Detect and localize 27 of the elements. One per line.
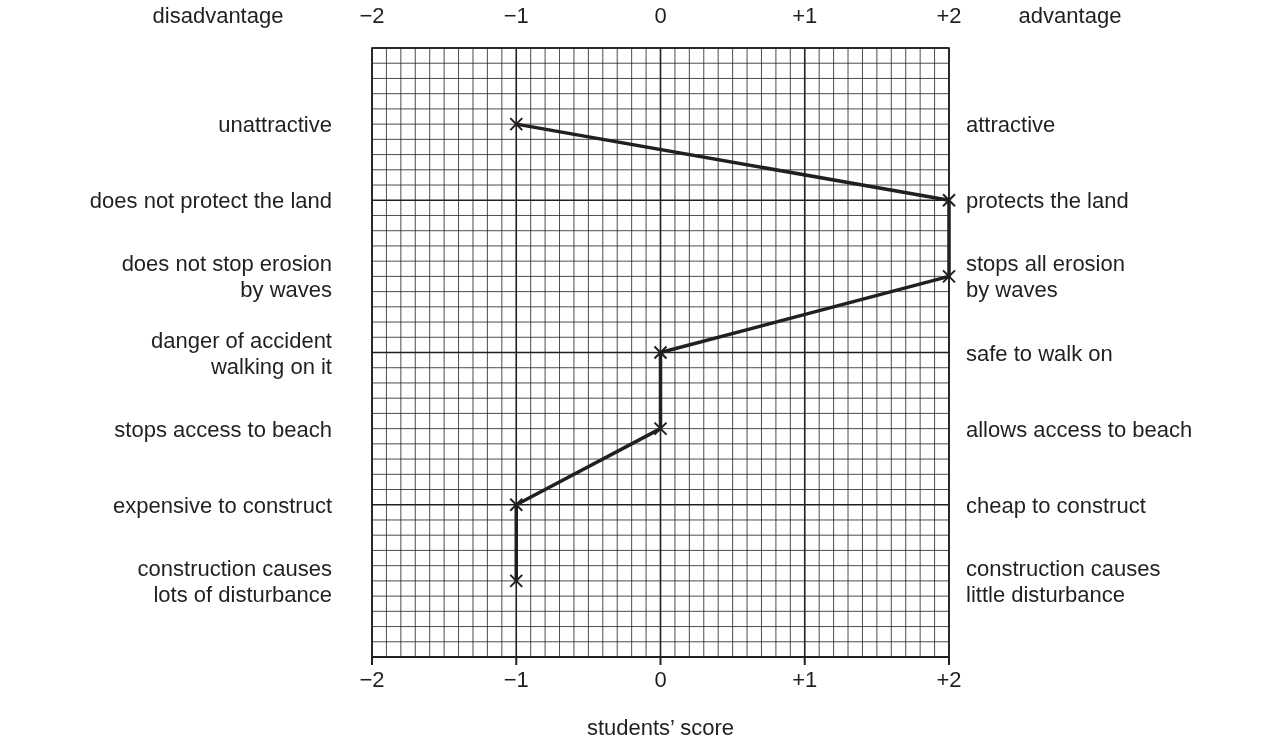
x2-tick-label: −1 [503, 3, 529, 28]
y-tick-label: danger of accident walking on it [150, 327, 332, 378]
y-tick-label: stops access to beach [114, 416, 332, 442]
x2-tick-label: +2 [936, 3, 962, 28]
y2-tick-label: construction causes little disturbance [966, 555, 1161, 607]
y-tick-label: construction causes lots of disturbance [137, 555, 332, 607]
y-tick-label: expensive to construct [113, 492, 332, 518]
x-tick-label: +2 [936, 667, 962, 692]
x-tick-label: −1 [503, 667, 529, 692]
text: disadvantage [152, 3, 284, 28]
x2-tick-label: +1 [792, 3, 818, 28]
y2-tick-label: safe to walk on [966, 340, 1113, 365]
x-tick-label: −2 [359, 667, 385, 692]
x-tick-label: +1 [792, 667, 818, 692]
x-axis-title: students’ score [586, 715, 735, 740]
y2-tick-label: allows access to beach [966, 416, 1193, 442]
y-tick-label: does not protect the land [89, 187, 332, 213]
y2-tick-label: cheap to construct [966, 492, 1146, 518]
x-tick-label: 0 [654, 667, 667, 692]
text: advantage [1018, 3, 1122, 28]
y2-tick-label: stops all erosion by waves [966, 250, 1125, 302]
y-tick-label: unattractive [218, 111, 332, 137]
y2-tick-label: attractive [966, 111, 1056, 137]
x2-tick-label: 0 [654, 3, 667, 28]
x2-tick-label: −2 [359, 3, 385, 28]
y2-tick-label: protects the land [966, 187, 1129, 213]
y-tick-label: does not stop erosion by waves [121, 250, 332, 302]
